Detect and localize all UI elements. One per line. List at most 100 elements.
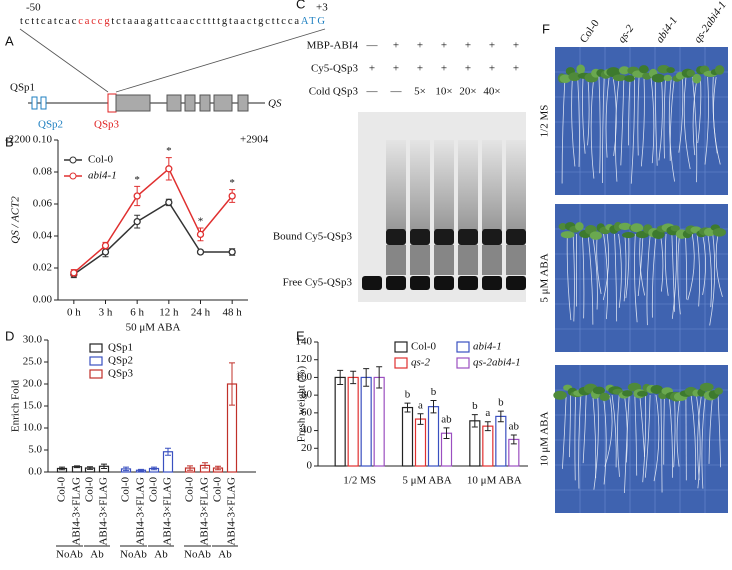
point <box>101 248 110 256</box>
legend-label: qs-2abi4-1 <box>473 357 521 369</box>
seq-part: tctaaagattcaaccttttgtaactgcttcca <box>111 16 299 27</box>
bound-band <box>386 229 406 245</box>
x-tick-label: Col-0 <box>212 477 224 503</box>
error-bar <box>484 421 491 432</box>
x-tick-label: Col-0 <box>184 477 196 503</box>
point <box>70 269 78 277</box>
bar <box>414 418 427 467</box>
error-bar <box>471 414 478 428</box>
error-bar <box>404 402 411 413</box>
x-tick-label: Col-0 <box>148 477 160 503</box>
lane-symbol: + <box>441 63 447 75</box>
y-tick-label: 25.0 <box>23 356 43 368</box>
root <box>673 394 676 468</box>
root <box>701 394 706 489</box>
error-bar <box>59 466 65 471</box>
lane-symbol: + <box>489 40 495 52</box>
root <box>692 76 698 183</box>
error-bar <box>510 434 517 445</box>
root <box>611 394 617 468</box>
root <box>577 76 580 167</box>
group-label: Ab <box>90 549 104 561</box>
seq-motif: caccg <box>78 16 110 27</box>
root <box>646 233 651 326</box>
legend-marker <box>69 156 77 164</box>
bar <box>495 415 507 467</box>
significance-letter: a <box>485 407 490 419</box>
legend-swatch <box>394 341 408 353</box>
error-bar <box>443 427 450 440</box>
panel-label: B <box>5 134 14 149</box>
leaf <box>622 232 635 239</box>
root <box>634 394 638 476</box>
y-axis-title: Enrich Fold <box>10 379 22 432</box>
leaf <box>637 390 648 397</box>
root <box>628 76 631 146</box>
sequence: tcttcatcac caccg tctaaagattcaaccttttgtaact… <box>20 16 325 27</box>
leaf <box>568 72 581 82</box>
significance-letter: ab <box>509 421 520 433</box>
y-tick-label: 0.06 <box>33 198 53 210</box>
root <box>587 76 590 146</box>
group-label: Ab <box>154 549 168 561</box>
smear <box>458 140 478 230</box>
lane-symbol: + <box>513 63 519 75</box>
root <box>654 76 658 166</box>
legend-label: abi4-1 <box>88 170 117 182</box>
root <box>615 76 620 182</box>
root <box>571 76 576 167</box>
leaf <box>558 223 568 231</box>
bound-band <box>506 229 526 245</box>
legend-label: Col-0 <box>88 154 114 166</box>
root <box>697 76 702 144</box>
root <box>707 233 712 308</box>
y-axis-title: Fresh weight (%) <box>296 365 308 442</box>
group-label: Ab <box>218 549 232 561</box>
root <box>713 76 721 165</box>
legend-swatch <box>456 341 470 353</box>
leaf <box>560 231 575 239</box>
group-label: NoAb <box>120 549 147 561</box>
error-bar <box>138 468 144 472</box>
legend-label: QSp2 <box>108 355 133 367</box>
root <box>637 76 640 156</box>
lane-symbol: + <box>465 40 471 52</box>
root <box>639 233 646 296</box>
root <box>593 394 599 490</box>
leaf <box>624 75 635 82</box>
y-tick-label: 0.0 <box>28 466 42 478</box>
root <box>676 394 681 467</box>
significance: * <box>134 174 140 186</box>
x-tick-label: Col-0 <box>56 477 68 503</box>
root <box>581 233 585 319</box>
x-tick-label: ABI4-3×FLAG <box>135 477 147 546</box>
bar <box>373 376 385 467</box>
point <box>196 230 205 239</box>
root <box>671 233 677 319</box>
leaf <box>666 67 675 74</box>
y-tick-label: 10.0 <box>23 422 43 434</box>
significance-letter: ab <box>441 413 452 425</box>
legend-label: QSp3 <box>108 368 134 380</box>
root <box>598 76 601 174</box>
bound-band <box>434 229 454 245</box>
legend-label: Col-0 <box>411 341 437 353</box>
root <box>704 76 709 165</box>
y-tick-label: 0 <box>307 460 313 472</box>
point <box>133 217 141 226</box>
smear <box>482 245 502 275</box>
leaf <box>575 222 584 231</box>
root <box>684 233 688 300</box>
y-tick-label: 100 <box>296 371 313 383</box>
error-bar <box>215 465 221 471</box>
significance: * <box>229 177 235 189</box>
root <box>602 233 610 301</box>
point <box>101 241 110 250</box>
x-tick-label: 24 h <box>191 307 211 319</box>
legend-label: abi4-1 <box>473 341 502 353</box>
y-tick-label: 40 <box>301 424 313 436</box>
element-box <box>107 93 117 113</box>
root <box>639 394 646 457</box>
row-label: Cold QSp3 <box>309 86 359 98</box>
legend-label: qs-2 <box>411 357 430 369</box>
